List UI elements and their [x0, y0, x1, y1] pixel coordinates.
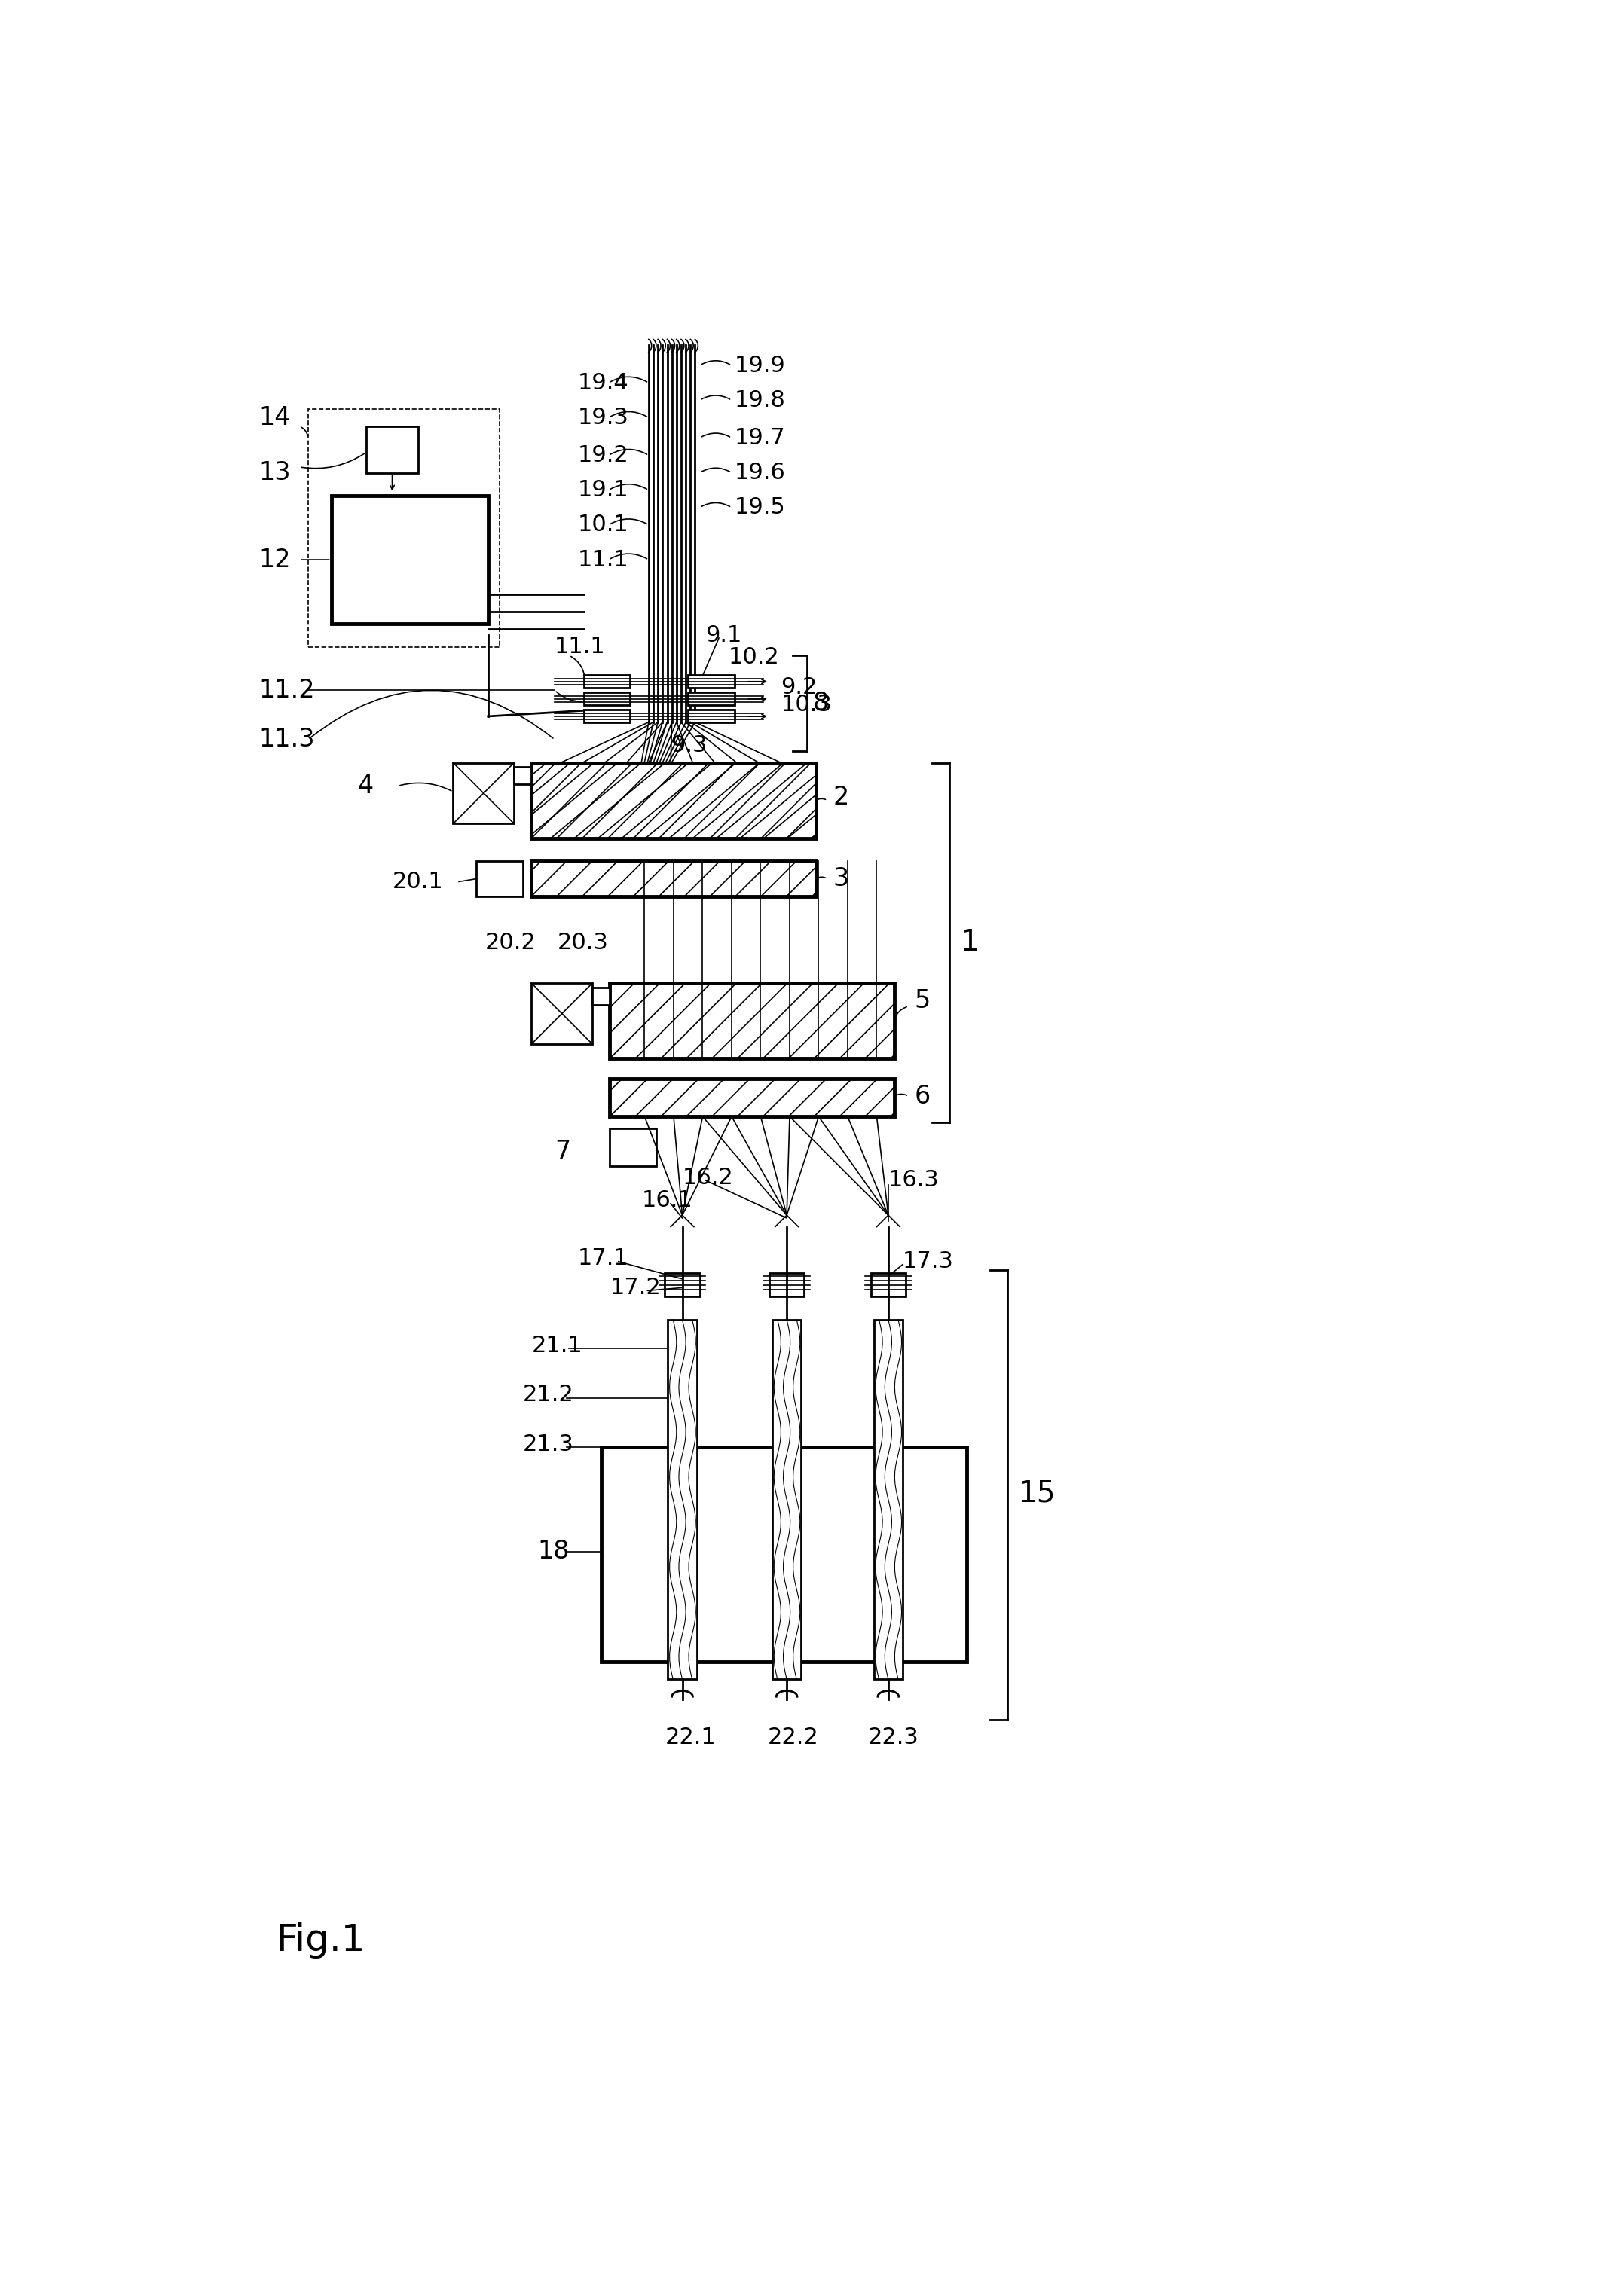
Text: 18: 18 [538, 1538, 569, 1564]
Text: 20.1: 20.1 [392, 870, 444, 893]
Text: 19.6: 19.6 [734, 461, 786, 484]
Bar [514, 767, 531, 785]
Text: 21.3: 21.3 [523, 1433, 573, 1456]
Bar [476, 861, 523, 895]
Bar [332, 496, 488, 625]
Text: 16.1: 16.1 [642, 1189, 693, 1212]
Bar [609, 1127, 656, 1166]
Text: 19.2: 19.2 [578, 445, 629, 466]
Bar [770, 1274, 804, 1297]
Text: 10.3: 10.3 [781, 693, 833, 716]
Text: 20.3: 20.3 [557, 932, 609, 953]
Text: 14: 14 [259, 404, 292, 429]
Bar [667, 1320, 697, 1678]
Text: 22.2: 22.2 [768, 1727, 818, 1747]
Bar [454, 762, 514, 824]
Text: 9.2: 9.2 [781, 677, 818, 698]
Text: 9.3: 9.3 [671, 735, 708, 755]
Text: 22.3: 22.3 [868, 1727, 919, 1747]
Bar [583, 709, 630, 723]
Text: 11.2: 11.2 [259, 677, 314, 703]
Text: 16.2: 16.2 [682, 1166, 734, 1189]
Bar [583, 675, 630, 689]
Text: 17.3: 17.3 [902, 1251, 954, 1272]
Bar [531, 762, 816, 838]
Bar [872, 1274, 906, 1297]
Text: 1: 1 [961, 928, 980, 957]
Text: 11.1: 11.1 [578, 549, 629, 572]
Bar [873, 1320, 902, 1678]
Bar [773, 1320, 802, 1678]
Text: 11.1: 11.1 [554, 636, 606, 657]
Text: 20.2: 20.2 [484, 932, 536, 953]
Bar [609, 983, 894, 1058]
Bar [688, 709, 734, 723]
Bar [688, 693, 734, 705]
Bar [583, 693, 630, 705]
Text: 7: 7 [554, 1139, 570, 1164]
Text: 22.1: 22.1 [664, 1727, 716, 1747]
Text: 19.4: 19.4 [578, 372, 629, 393]
Text: 15: 15 [1019, 1479, 1056, 1508]
Bar [688, 675, 734, 689]
Bar [601, 1446, 967, 1662]
Text: 9.1: 9.1 [706, 625, 742, 645]
Text: 19.9: 19.9 [734, 354, 786, 377]
Text: 6: 6 [914, 1084, 930, 1109]
Text: 8: 8 [813, 691, 829, 716]
Bar [609, 1079, 894, 1116]
Text: Fig.1: Fig.1 [275, 1922, 366, 1958]
Text: 13: 13 [259, 459, 292, 484]
Text: 10.1: 10.1 [578, 514, 629, 535]
Bar [531, 983, 593, 1045]
Text: 19.1: 19.1 [578, 480, 629, 501]
Text: 19.8: 19.8 [734, 390, 786, 411]
Bar [664, 1274, 700, 1297]
Bar [308, 409, 499, 647]
Text: 17.1: 17.1 [578, 1247, 629, 1270]
Text: 11.3: 11.3 [259, 728, 314, 753]
Text: 19.5: 19.5 [734, 496, 786, 519]
Text: 4: 4 [358, 774, 374, 799]
Text: 2: 2 [833, 785, 849, 810]
Text: 16.3: 16.3 [888, 1169, 940, 1192]
Bar [531, 861, 816, 895]
Text: 21.2: 21.2 [523, 1384, 573, 1405]
Text: 21.1: 21.1 [531, 1334, 583, 1357]
Text: 12: 12 [259, 546, 292, 572]
Bar [366, 427, 418, 473]
Text: 5: 5 [914, 987, 930, 1013]
Text: 17.2: 17.2 [609, 1277, 661, 1300]
Text: 19.3: 19.3 [578, 406, 629, 429]
Text: 3: 3 [833, 866, 849, 891]
Text: 10.2: 10.2 [729, 645, 779, 668]
Text: 19.7: 19.7 [734, 427, 786, 448]
Bar [593, 987, 609, 1006]
